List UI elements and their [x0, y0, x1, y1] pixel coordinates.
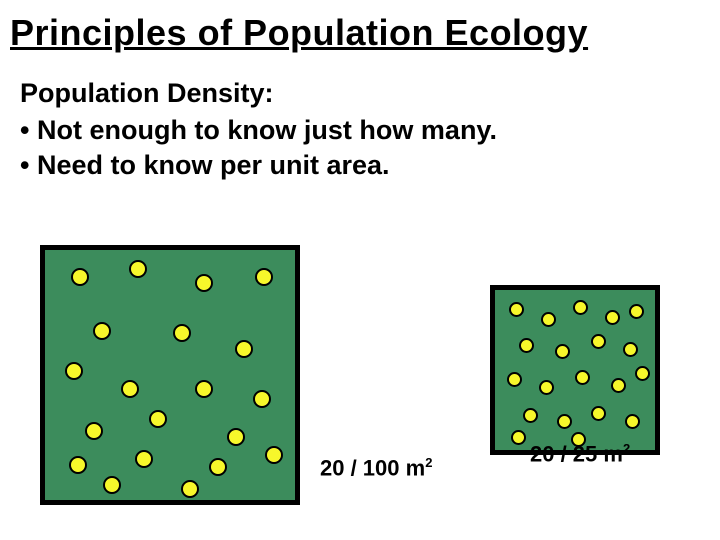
organism-dot	[555, 344, 570, 359]
organism-dot	[539, 380, 554, 395]
density-square-large	[40, 245, 300, 505]
organism-dot	[523, 408, 538, 423]
organism-dot	[253, 390, 271, 408]
organism-dot	[235, 340, 253, 358]
caption-left: 20 / 100 m2	[320, 455, 432, 481]
organism-dot	[255, 268, 273, 286]
density-square-small	[490, 285, 660, 455]
organism-dot	[629, 304, 644, 319]
organism-dot	[611, 378, 626, 393]
caption-right: 20 / 25 m2	[530, 441, 630, 467]
organism-dot	[635, 366, 650, 381]
organism-dot	[149, 410, 167, 428]
organism-dot	[69, 456, 87, 474]
organism-dot	[195, 274, 213, 292]
organism-dot	[173, 324, 191, 342]
organism-dot	[209, 458, 227, 476]
section-subtitle: Population Density:	[0, 60, 720, 113]
organism-dot	[93, 322, 111, 340]
organism-dot	[625, 414, 640, 429]
organism-dot	[181, 480, 199, 498]
organism-dot	[135, 450, 153, 468]
bullet-item: Not enough to know just how many.	[20, 113, 720, 148]
figures-area: 20 / 100 m2 20 / 25 m2	[0, 245, 720, 535]
organism-dot	[591, 406, 606, 421]
organism-dot	[511, 430, 526, 445]
organism-dot	[195, 380, 213, 398]
organism-dot	[623, 342, 638, 357]
page-title: Principles of Population Ecology	[0, 0, 720, 60]
organism-dot	[605, 310, 620, 325]
organism-dot	[507, 372, 522, 387]
organism-dot	[265, 446, 283, 464]
organism-dot	[573, 300, 588, 315]
organism-dot	[509, 302, 524, 317]
organism-dot	[575, 370, 590, 385]
organism-dot	[121, 380, 139, 398]
organism-dot	[129, 260, 147, 278]
organism-dot	[85, 422, 103, 440]
organism-dot	[65, 362, 83, 380]
organism-dot	[541, 312, 556, 327]
organism-dot	[557, 414, 572, 429]
organism-dot	[71, 268, 89, 286]
organism-dot	[519, 338, 534, 353]
organism-dot	[591, 334, 606, 349]
organism-dot	[227, 428, 245, 446]
organism-dot	[103, 476, 121, 494]
bullet-list: Not enough to know just how many. Need t…	[0, 113, 720, 183]
bullet-item: Need to know per unit area.	[20, 148, 720, 183]
